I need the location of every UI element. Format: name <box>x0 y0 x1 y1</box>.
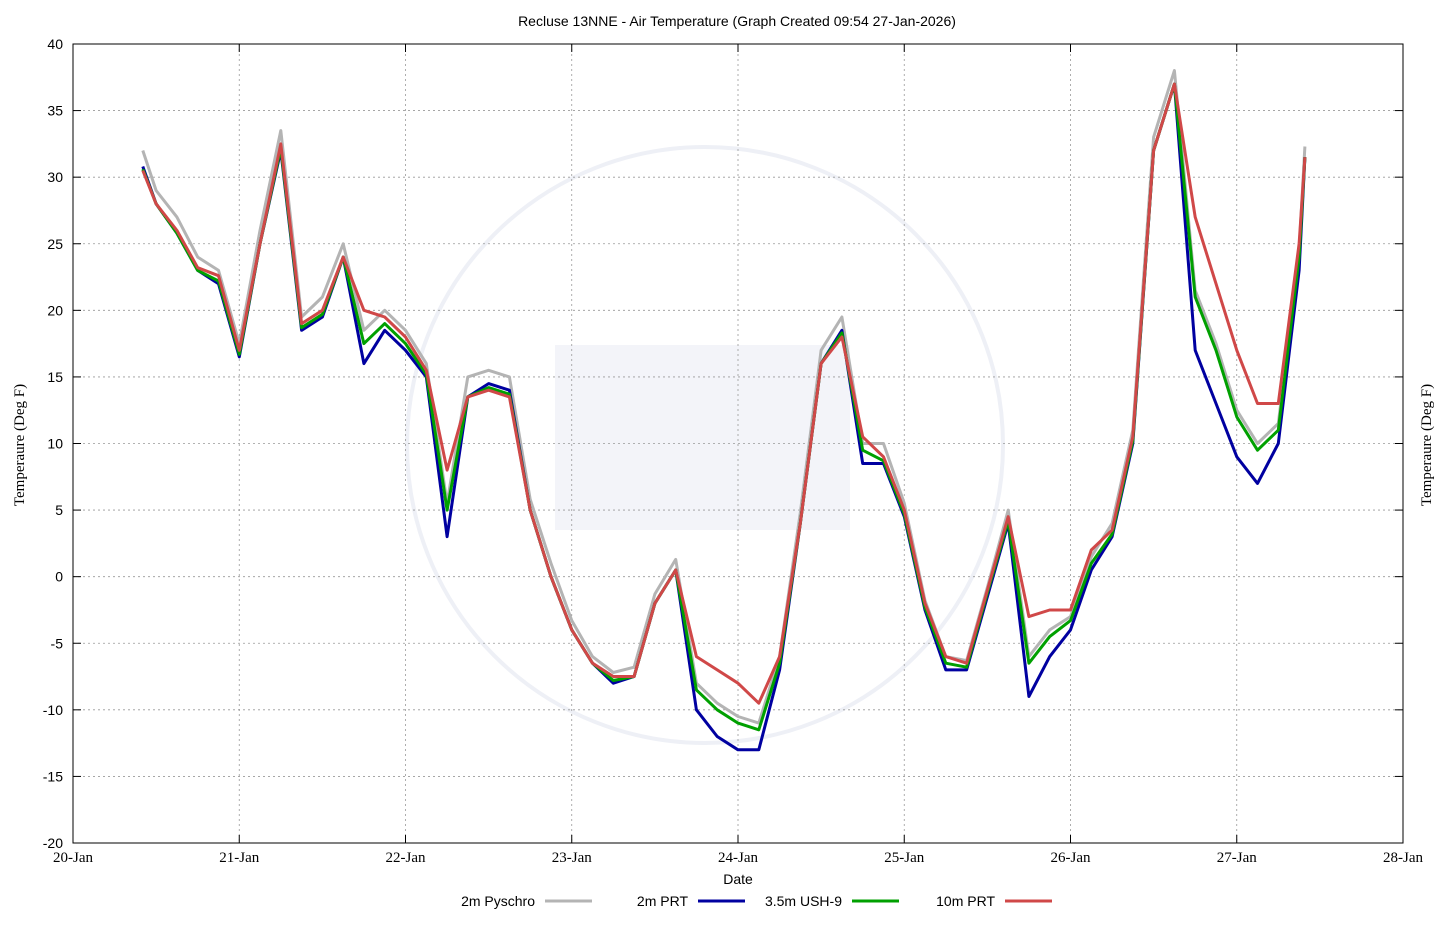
x-axis-label: Date <box>723 871 753 887</box>
y-tick-label: -15 <box>43 768 63 784</box>
legend-label: 2m Pyschro <box>461 893 535 909</box>
y-tick-label: 20 <box>47 302 63 318</box>
y-tick-label: 10 <box>47 436 63 452</box>
legend-label: 2m PRT <box>637 893 689 909</box>
watermark-flag <box>555 345 850 530</box>
y-tick-label: 15 <box>47 369 63 385</box>
y-tick-label: 25 <box>47 236 63 252</box>
x-tick-label: 28-Jan <box>1383 850 1423 866</box>
y-tick-label: 30 <box>47 169 63 185</box>
x-tick-label: 27-Jan <box>1217 850 1257 866</box>
y-tick-label: -10 <box>43 702 63 718</box>
y-tick-label: -5 <box>51 635 64 651</box>
watermark <box>405 145 1005 745</box>
y-tick-label: 40 <box>47 36 63 52</box>
y-tick-label: 35 <box>47 103 63 119</box>
x-tick-label: 26-Jan <box>1051 850 1091 866</box>
x-tick-label: 25-Jan <box>884 850 924 866</box>
y-tick-label: 0 <box>55 569 63 585</box>
chart-title: Recluse 13NNE - Air Temperature (Graph C… <box>518 13 956 29</box>
x-tick-label: 24-Jan <box>718 850 758 866</box>
legend-label: 3.5m USH-9 <box>765 893 842 909</box>
y-axis-label: Temperaure (Deg F) <box>12 384 28 506</box>
y-tick-label: 5 <box>55 502 63 518</box>
y-tick-label: -20 <box>43 835 63 851</box>
x-tick-label: 23-Jan <box>552 850 592 866</box>
plot-frame <box>72 43 1404 844</box>
x-tick-label: 22-Jan <box>386 850 426 866</box>
x-tick-label: 20-Jan <box>53 850 93 866</box>
x-tick-label: 21-Jan <box>219 850 259 866</box>
y2-axis-label: Temperaure (Deg F) <box>1419 384 1435 506</box>
series-line <box>141 82 1307 705</box>
legend-label: 10m PRT <box>936 893 995 909</box>
